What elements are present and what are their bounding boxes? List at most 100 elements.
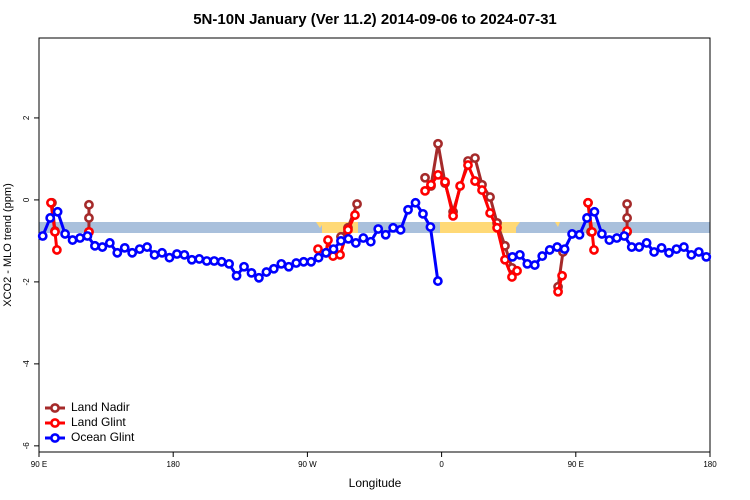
x-tick-label: 90 W (298, 460, 317, 469)
point (67, 235, 78, 245)
point (231, 270, 242, 281)
point (50, 226, 60, 237)
point (380, 229, 391, 240)
point (537, 251, 548, 261)
point (172, 249, 182, 259)
legend-label: Land Nadir (71, 400, 130, 414)
point (328, 244, 339, 254)
point (84, 213, 94, 223)
point (587, 226, 597, 237)
point (455, 181, 465, 191)
point (589, 206, 600, 217)
point (60, 229, 70, 239)
point (209, 256, 220, 266)
point (373, 224, 384, 234)
point (649, 247, 659, 257)
point (420, 185, 430, 196)
point (201, 256, 212, 266)
point (622, 199, 632, 209)
point (194, 254, 205, 264)
point (440, 176, 450, 187)
point (298, 256, 309, 267)
x-tick-label: 180 (703, 460, 717, 469)
point (619, 231, 630, 241)
point (343, 224, 353, 235)
point (388, 222, 399, 233)
point (433, 170, 443, 180)
point (291, 258, 302, 268)
series-line (50, 143, 629, 288)
point (45, 213, 56, 223)
point (358, 233, 369, 243)
point (512, 265, 522, 276)
point (477, 185, 487, 195)
point (522, 258, 533, 269)
legend-marker (50, 403, 60, 413)
point (246, 267, 257, 278)
point (112, 247, 123, 258)
point (420, 172, 430, 183)
x-tick-label: 180 (167, 460, 181, 469)
point (686, 249, 697, 260)
point (514, 249, 525, 260)
x-tick-label: 90 E (568, 460, 584, 469)
point (671, 244, 682, 254)
point (433, 138, 443, 149)
point (239, 261, 249, 272)
y-tick-label: 2 (22, 115, 31, 120)
point (90, 240, 100, 251)
point (553, 286, 563, 297)
point (365, 236, 376, 247)
point (418, 208, 428, 219)
legend-marker (50, 418, 60, 428)
point (104, 238, 115, 248)
x-axis-label: Longitude (349, 476, 402, 490)
point (97, 242, 108, 252)
point (403, 204, 413, 215)
point (186, 254, 197, 265)
point (701, 251, 712, 262)
point (552, 242, 563, 252)
point (426, 179, 436, 190)
point (276, 258, 287, 269)
legend-label: Land Glint (71, 415, 126, 429)
point (323, 235, 333, 245)
point (395, 224, 406, 235)
point (693, 247, 704, 257)
point (51, 245, 62, 255)
point (448, 210, 458, 221)
point (350, 238, 361, 248)
point (507, 272, 517, 282)
point (216, 256, 227, 267)
point (306, 256, 317, 267)
point (157, 247, 167, 258)
point (470, 153, 480, 164)
x-tick-label: 90 E (31, 460, 47, 469)
point (641, 238, 652, 248)
point (313, 244, 323, 254)
point (492, 222, 502, 233)
point (574, 229, 585, 240)
point (622, 213, 632, 223)
point (119, 242, 130, 253)
point (261, 267, 272, 277)
point (164, 252, 175, 263)
point (75, 233, 85, 243)
point (224, 258, 235, 269)
point (583, 197, 593, 208)
plot-frame (38, 37, 711, 453)
legend-label: Ocean Glint (71, 430, 135, 444)
point (268, 263, 279, 274)
legend-marker (50, 433, 60, 443)
point (559, 244, 570, 254)
point (582, 213, 592, 223)
point (313, 252, 324, 263)
point (127, 247, 138, 258)
y-tick-label: -4 (22, 360, 31, 368)
point (134, 244, 145, 254)
point (557, 270, 567, 281)
chart-title: 5N-10N January (Ver 11.2) 2014-09-06 to … (193, 11, 557, 28)
point (679, 242, 689, 252)
point (596, 229, 607, 239)
